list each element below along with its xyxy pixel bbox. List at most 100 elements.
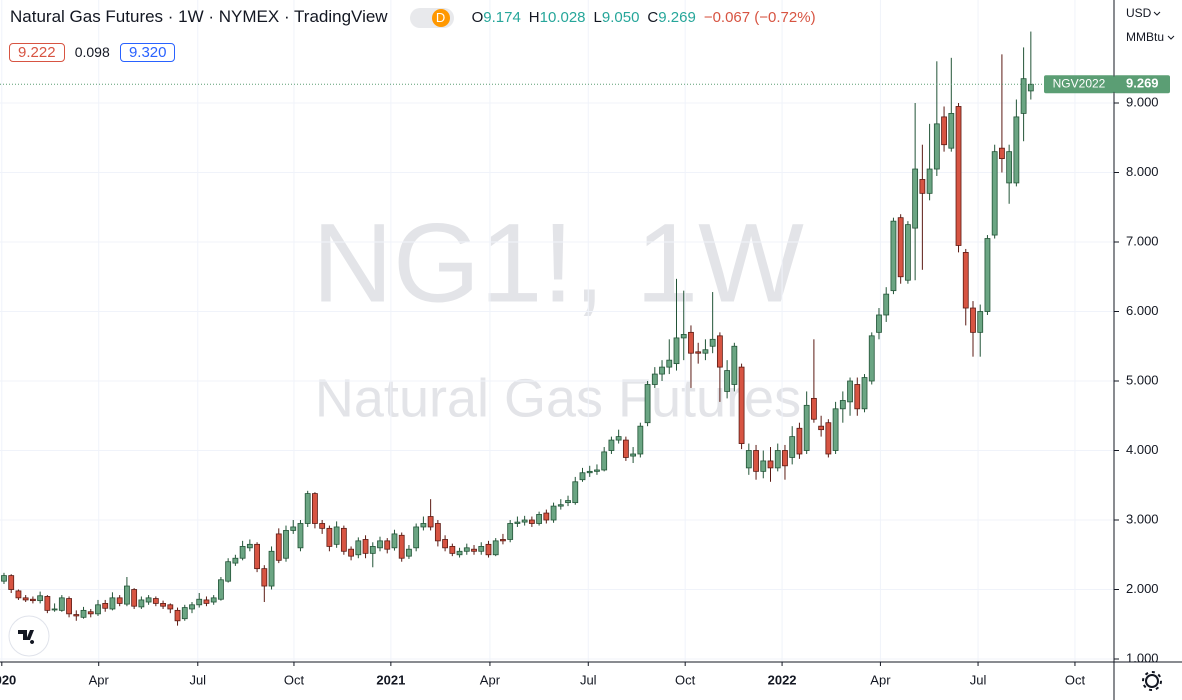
candle-body	[312, 493, 318, 524]
candle-body	[196, 598, 203, 606]
ohlc-key: L	[593, 9, 602, 26]
candle-body	[442, 539, 448, 549]
settings[interactable]	[1145, 674, 1159, 688]
x-tick-label: Apr	[89, 672, 110, 687]
candle-body	[319, 523, 326, 529]
ohlc-key: H	[528, 9, 540, 26]
chevron	[1153, 11, 1161, 16]
candle-body	[810, 397, 817, 420]
settings-teeth	[1142, 671, 1162, 691]
price-label: 9.269	[1126, 76, 1159, 91]
candle-body	[254, 543, 260, 570]
candle-body	[579, 472, 586, 481]
y-tick-label: 2.000	[1126, 581, 1159, 596]
candle-body	[239, 546, 246, 559]
candle-body	[876, 314, 882, 333]
candle-body	[955, 106, 962, 246]
candle-body	[774, 450, 781, 469]
candle-body	[832, 408, 839, 451]
ohlc: O9.174 H10.028 L9.050 C9.269 −0.067 (−0.72%)	[472, 9, 816, 26]
candle-body	[1013, 116, 1020, 184]
candle-body	[890, 220, 897, 292]
candle-body	[283, 530, 289, 559]
badge[interactable]: D	[409, 7, 454, 28]
x-tick-label: 2020	[0, 672, 16, 687]
candle-body	[152, 598, 159, 604]
currency[interactable]: USD	[1126, 6, 1152, 20]
candle-body	[630, 453, 637, 457]
candle-body	[977, 311, 984, 333]
candle-body	[572, 481, 579, 504]
candle-body	[203, 599, 210, 604]
x-tick-label: Apr	[480, 672, 501, 687]
candle-body	[948, 113, 955, 149]
candle-body	[521, 519, 528, 523]
candle-body	[796, 427, 803, 455]
candle-body	[427, 516, 434, 528]
candle-body	[536, 514, 543, 524]
candle-body	[181, 607, 188, 620]
logo-mark	[18, 630, 35, 644]
quote: 9.222 0.098 9.320	[9, 38, 176, 66]
unit[interactable]: MMBtu	[1126, 30, 1164, 44]
candle-body	[138, 599, 145, 608]
bid[interactable]: 9.222	[9, 43, 65, 62]
header: Natural Gas Futures · 1W · NYMEX · Tradi…	[10, 7, 816, 28]
candle-body	[355, 540, 362, 556]
candle-body	[695, 351, 702, 354]
candle-body	[1, 575, 7, 582]
spread: 0.098	[74, 44, 110, 60]
candle-body	[340, 527, 347, 552]
candle-body	[789, 436, 796, 458]
candle-body	[883, 293, 890, 316]
candle-body	[825, 422, 832, 455]
candle-body	[44, 596, 51, 611]
change: −0.067 (−0.72%)	[703, 9, 816, 26]
candle-body	[507, 523, 514, 540]
candle-body	[80, 609, 87, 618]
candle-body	[420, 523, 427, 528]
candle-body	[304, 493, 311, 524]
candle-body	[724, 370, 731, 392]
candle-body	[478, 546, 485, 552]
candle-body	[1027, 83, 1034, 92]
candle-body	[246, 543, 253, 549]
candle-body	[608, 439, 615, 451]
candle-body	[716, 335, 723, 368]
title: Natural Gas Futures · 1W · NYMEX · Tradi…	[10, 7, 388, 26]
candle-body	[1006, 151, 1013, 184]
candle-body	[456, 550, 463, 556]
symbol-label: NGV2022	[1053, 76, 1106, 90]
candle-body	[471, 548, 477, 552]
candle-body	[116, 597, 123, 604]
candle-body	[145, 597, 152, 603]
chevron	[1167, 35, 1175, 40]
x-tick-label: Jul	[580, 672, 597, 687]
candle-body	[485, 543, 492, 556]
candle-body	[174, 609, 181, 622]
candle-body	[622, 439, 629, 458]
ask[interactable]: 9.320	[119, 43, 176, 62]
candle-body	[688, 331, 694, 354]
candle-body	[897, 217, 904, 278]
candle-body	[15, 590, 22, 599]
candle-body	[377, 540, 383, 549]
candle-body	[926, 168, 933, 194]
candle-body	[232, 557, 239, 564]
candle-body	[348, 548, 354, 557]
candle-body	[30, 598, 36, 602]
candle-body	[731, 345, 738, 385]
candle-body	[767, 460, 774, 469]
candle-body	[210, 597, 217, 603]
candle-body	[666, 359, 673, 368]
x-tick-label: Jul	[970, 672, 987, 687]
ohlc-key: C	[647, 9, 659, 26]
candle-body	[999, 147, 1005, 160]
candle-body	[391, 533, 398, 549]
ohlc-value: 9.174	[483, 9, 521, 26]
candle-body	[745, 450, 752, 469]
candle-body	[275, 533, 282, 561]
candle-body	[818, 425, 825, 431]
candle-body	[644, 384, 651, 424]
